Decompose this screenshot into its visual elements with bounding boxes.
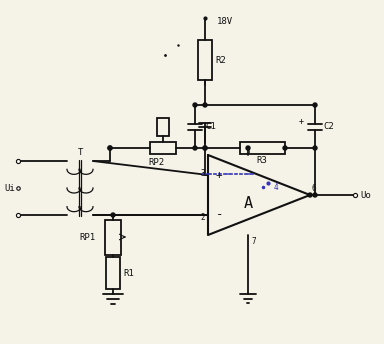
Circle shape	[193, 146, 197, 150]
Text: 7: 7	[251, 237, 256, 247]
Circle shape	[108, 146, 112, 150]
Circle shape	[193, 103, 197, 107]
Bar	[150, 142, 176, 154]
Circle shape	[203, 103, 207, 107]
Text: RP1: RP1	[79, 233, 95, 241]
Text: C2: C2	[323, 122, 334, 131]
Text: 4: 4	[274, 183, 278, 192]
Bar	[105, 220, 121, 255]
Circle shape	[246, 146, 250, 150]
Circle shape	[203, 146, 207, 150]
Circle shape	[203, 146, 207, 150]
Text: 18V: 18V	[217, 17, 233, 25]
Text: Uo: Uo	[360, 191, 371, 200]
Text: T: T	[77, 148, 83, 157]
Text: C1: C1	[205, 122, 216, 131]
Circle shape	[111, 213, 115, 217]
Text: R2: R2	[215, 55, 226, 65]
Text: +: +	[298, 117, 303, 126]
Circle shape	[108, 146, 112, 150]
Text: RP2: RP2	[148, 158, 164, 166]
Text: +: +	[216, 170, 223, 180]
Circle shape	[313, 193, 317, 197]
Bar	[198, 40, 212, 80]
Text: Ui: Ui	[5, 183, 15, 193]
Text: 3: 3	[200, 169, 205, 178]
Text: 2: 2	[200, 213, 205, 222]
Circle shape	[283, 146, 287, 150]
Circle shape	[313, 103, 317, 107]
Text: 6: 6	[312, 183, 317, 193]
Text: -: -	[216, 208, 223, 222]
Text: A: A	[243, 195, 253, 211]
Text: R1: R1	[123, 269, 134, 278]
Circle shape	[313, 146, 317, 150]
Bar	[240, 142, 285, 154]
Text: 5: 5	[246, 147, 250, 155]
Circle shape	[308, 193, 312, 197]
Bar	[106, 257, 120, 289]
Bar	[157, 118, 169, 136]
Text: R3: R3	[257, 155, 267, 164]
